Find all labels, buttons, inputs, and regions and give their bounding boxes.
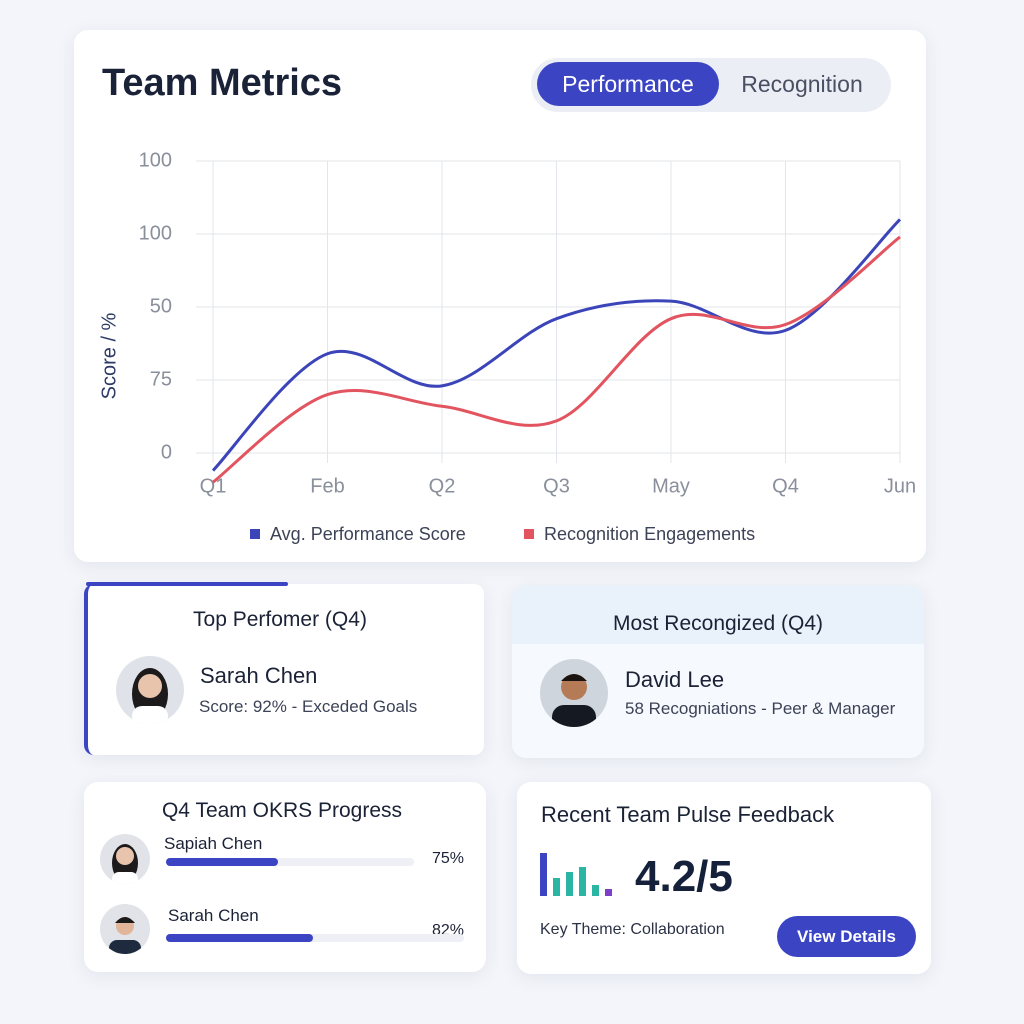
progress-track (166, 858, 414, 866)
theme: Key Theme: Collaboration (540, 921, 725, 938)
x-tick-label: Feb (310, 475, 344, 497)
x-tick-label: Jun (884, 475, 916, 497)
y-tick-label: 100 (139, 222, 172, 244)
avatar (100, 904, 150, 954)
bars-icon (540, 853, 612, 896)
tab[interactable]: Recognition (741, 71, 863, 97)
metrics-card (74, 30, 926, 562)
card-title: Q4 Team OKRS Progress (161, 799, 403, 822)
series-line (212, 235, 901, 484)
avatar (116, 656, 184, 724)
x-tick-label: Q1 (200, 475, 227, 497)
card-title: Recent Team Pulse Feedback (541, 802, 835, 827)
card-title: Top Perfomer (Q4) (193, 608, 367, 631)
person-name: Sarah Chen (168, 906, 259, 925)
person-name: Sarah Chen (200, 663, 318, 688)
card-title: Most Recongized (Q4) (612, 612, 824, 635)
y-tick-label: 0 (161, 441, 172, 463)
button[interactable]: View Details (777, 916, 916, 957)
progress-bar (166, 934, 313, 942)
legend-label: Recognition Engagements (544, 524, 755, 544)
detail: Score: 92% - Exceded Goals (199, 697, 418, 716)
avatar (540, 659, 608, 727)
person-name: Sapiah Chen (164, 834, 263, 853)
tab[interactable]: Performance (537, 62, 719, 106)
y-tick-label: 75 (150, 368, 172, 390)
score: 4.2/5 (635, 852, 733, 901)
x-tick-label: Q4 (772, 475, 799, 497)
x-tick-label: Q2 (429, 475, 456, 497)
series-line (211, 218, 902, 472)
x-tick-label: May (652, 475, 690, 497)
x-tick-label: Q3 (543, 475, 570, 497)
y-tick-label: 100 (139, 149, 172, 171)
person-name: David Lee (625, 667, 725, 692)
legend-label: Avg. Performance Score (270, 524, 466, 544)
title: Team Metrics (102, 62, 343, 104)
y-axis-label: Score / % (98, 312, 120, 399)
avatar (100, 834, 150, 884)
progress-label: 75% (431, 850, 464, 867)
accent (86, 582, 288, 586)
legend-swatch (524, 529, 534, 539)
detail: 58 Recogniations - Peer & Manager (625, 699, 896, 718)
legend-swatch (250, 529, 260, 539)
progress-bar (166, 858, 278, 866)
y-tick-label: 50 (150, 295, 172, 317)
progress-track (166, 934, 464, 942)
